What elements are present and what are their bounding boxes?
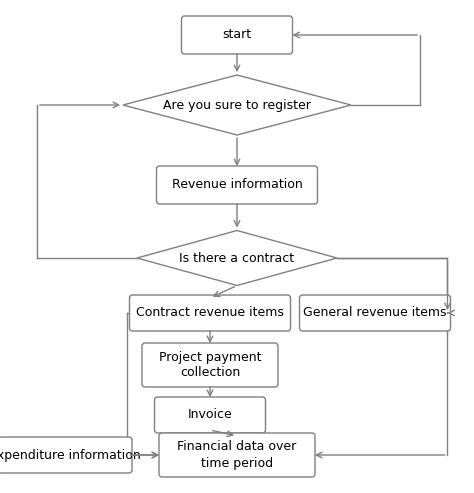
Text: start: start <box>222 29 252 41</box>
FancyBboxPatch shape <box>300 295 450 331</box>
FancyBboxPatch shape <box>155 397 265 433</box>
FancyBboxPatch shape <box>156 166 318 204</box>
Text: Revenue information: Revenue information <box>172 178 302 191</box>
FancyBboxPatch shape <box>182 16 292 54</box>
Polygon shape <box>137 231 337 285</box>
FancyBboxPatch shape <box>0 437 132 473</box>
Text: Is there a contract: Is there a contract <box>180 251 294 265</box>
Text: Invoice: Invoice <box>188 409 232 422</box>
Text: Expenditure information: Expenditure information <box>0 449 141 461</box>
Polygon shape <box>123 75 351 135</box>
Text: Project payment
collection: Project payment collection <box>159 351 261 380</box>
Text: Financial data over
time period: Financial data over time period <box>177 441 297 469</box>
FancyBboxPatch shape <box>159 433 315 477</box>
Text: Are you sure to register: Are you sure to register <box>163 99 311 111</box>
Text: General revenue items: General revenue items <box>303 307 447 319</box>
Text: Contract revenue items: Contract revenue items <box>136 307 284 319</box>
FancyBboxPatch shape <box>129 295 291 331</box>
FancyBboxPatch shape <box>142 343 278 387</box>
